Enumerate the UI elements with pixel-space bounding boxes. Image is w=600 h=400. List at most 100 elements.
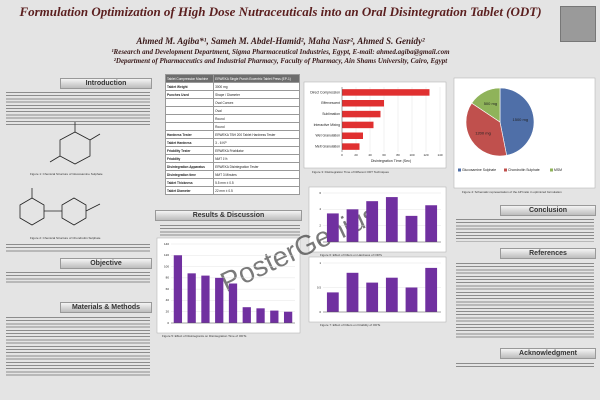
y-tick-label: Direct Compression (310, 90, 340, 94)
caption: Figure 3: Disintegration Time of Differe… (312, 170, 389, 174)
section-header: Materials & Methods (60, 302, 152, 313)
caption: Figure 6: Effect of Fillers on Hardness … (320, 253, 382, 257)
bar (270, 310, 279, 323)
body-text (6, 316, 150, 376)
bar (326, 292, 339, 312)
caption: Figure 5: Effect of Disintegrants on Dis… (162, 334, 247, 338)
y-tick-label: 0 (319, 310, 321, 314)
legend-swatch (458, 168, 461, 172)
title: Formulation Optimization of High Dose Nu… (19, 4, 542, 19)
bar (342, 132, 363, 139)
y-tick-label: 1 (319, 261, 321, 265)
x-tick-label: 60 (382, 153, 386, 157)
bar (242, 307, 251, 323)
data-label: 500 mg (484, 101, 497, 106)
data-label: 1200 mg (475, 130, 491, 135)
authors: Ahmed M. Agiba*¹, Sameh M. Abdel-Hamid²,… (136, 36, 425, 46)
body-text (6, 91, 150, 127)
x-tick-label: 0 (341, 153, 343, 157)
chart-frame (303, 81, 447, 169)
affiliation: ²Department of Pharmaceutics and Industr… (113, 57, 448, 65)
section-header: Objective (60, 258, 152, 269)
y-tick-label: Interactive Mixing (314, 123, 340, 127)
section-header: Conclusion (500, 205, 596, 216)
y-tick-label: 60 (166, 287, 170, 291)
bar (425, 267, 438, 312)
y-tick-label: 40 (166, 298, 170, 302)
bar (346, 272, 359, 312)
y-tick-label: 0 (167, 321, 169, 325)
y-tick-label: 100 (164, 264, 169, 268)
caption: Figure 1: Chemical Structure of Glucosam… (30, 172, 103, 176)
y-tick-label: 80 (166, 276, 170, 280)
legend-label: Glucosamine Sulphate (462, 168, 496, 172)
legend-swatch (504, 168, 507, 172)
bar (256, 308, 265, 323)
bar (342, 143, 360, 150)
y-tick-label: Effervescent (321, 101, 340, 105)
bar (173, 255, 183, 323)
bar (366, 282, 379, 312)
bar (342, 89, 430, 96)
x-tick-label: 140 (437, 153, 442, 157)
section-header: Acknowledgment (500, 348, 596, 359)
y-tick-label: 6 (319, 191, 321, 195)
y-tick-label: 20 (166, 310, 170, 314)
x-tick-label: 80 (396, 153, 400, 157)
bar (385, 277, 398, 312)
y-tick-label: 2 (319, 223, 321, 227)
legend-swatch (550, 168, 553, 172)
table-row: Tablet Diameter 22 mm ± 0.5 (164, 186, 300, 195)
bar (346, 209, 359, 242)
y-tick-label: 0 (319, 240, 321, 244)
section-header: References (500, 248, 596, 259)
affiliation: ¹Research and Development Department, Si… (111, 48, 450, 56)
y-tick-label: 120 (164, 253, 169, 257)
y-tick-label: Wet Granulation (316, 134, 341, 138)
pie-slice (465, 102, 507, 157)
legend-label: Chondroitin Sulphate (508, 168, 540, 172)
y-tick-label: 140 (164, 242, 169, 246)
x-tick-label: 120 (423, 153, 428, 157)
y-tick-label: Sublimation (322, 112, 340, 116)
bar (228, 283, 238, 323)
pie-slice (499, 87, 535, 156)
x-tick-label: 20 (354, 153, 358, 157)
section-header: Results & Discussion (155, 210, 302, 221)
legend-label: MSM (554, 168, 562, 172)
body-text (456, 262, 594, 338)
table-cell: 22 mm ± 0.5 (213, 186, 300, 195)
data-label: 1500 mg (513, 117, 529, 122)
pie-slice (471, 87, 501, 123)
table-cell: Tablet Diameter (164, 186, 215, 195)
bar (342, 100, 384, 107)
body-text (6, 243, 150, 253)
x-tick-label: 40 (368, 153, 372, 157)
y-tick-label: 0.5 (317, 285, 322, 289)
bar (201, 275, 210, 323)
body-text (6, 271, 150, 283)
bar (187, 273, 196, 323)
bar (405, 287, 418, 312)
table: Tablet Compression Machine ERWEKA Single … (164, 74, 300, 195)
x-axis-title: Disintegration Time (Sec) (371, 159, 411, 163)
chemical-structure (19, 122, 101, 226)
bar (342, 110, 381, 118)
bar (425, 205, 438, 242)
bar (385, 197, 398, 242)
bar (215, 277, 224, 323)
y-tick-label: Melt Granulation (315, 144, 340, 148)
y-tick-label: 4 (319, 207, 321, 211)
caption: Figure 2: Chemical Structure of Chondroi… (30, 236, 101, 240)
caption: Figure 4: Schematic representation of th… (462, 190, 562, 194)
x-tick-label: 100 (409, 153, 414, 157)
bar (283, 311, 293, 323)
body-text (160, 224, 300, 238)
body-text (456, 218, 594, 242)
logo (560, 6, 596, 42)
bar (342, 121, 374, 129)
body-text (456, 362, 594, 368)
bar (366, 201, 379, 242)
